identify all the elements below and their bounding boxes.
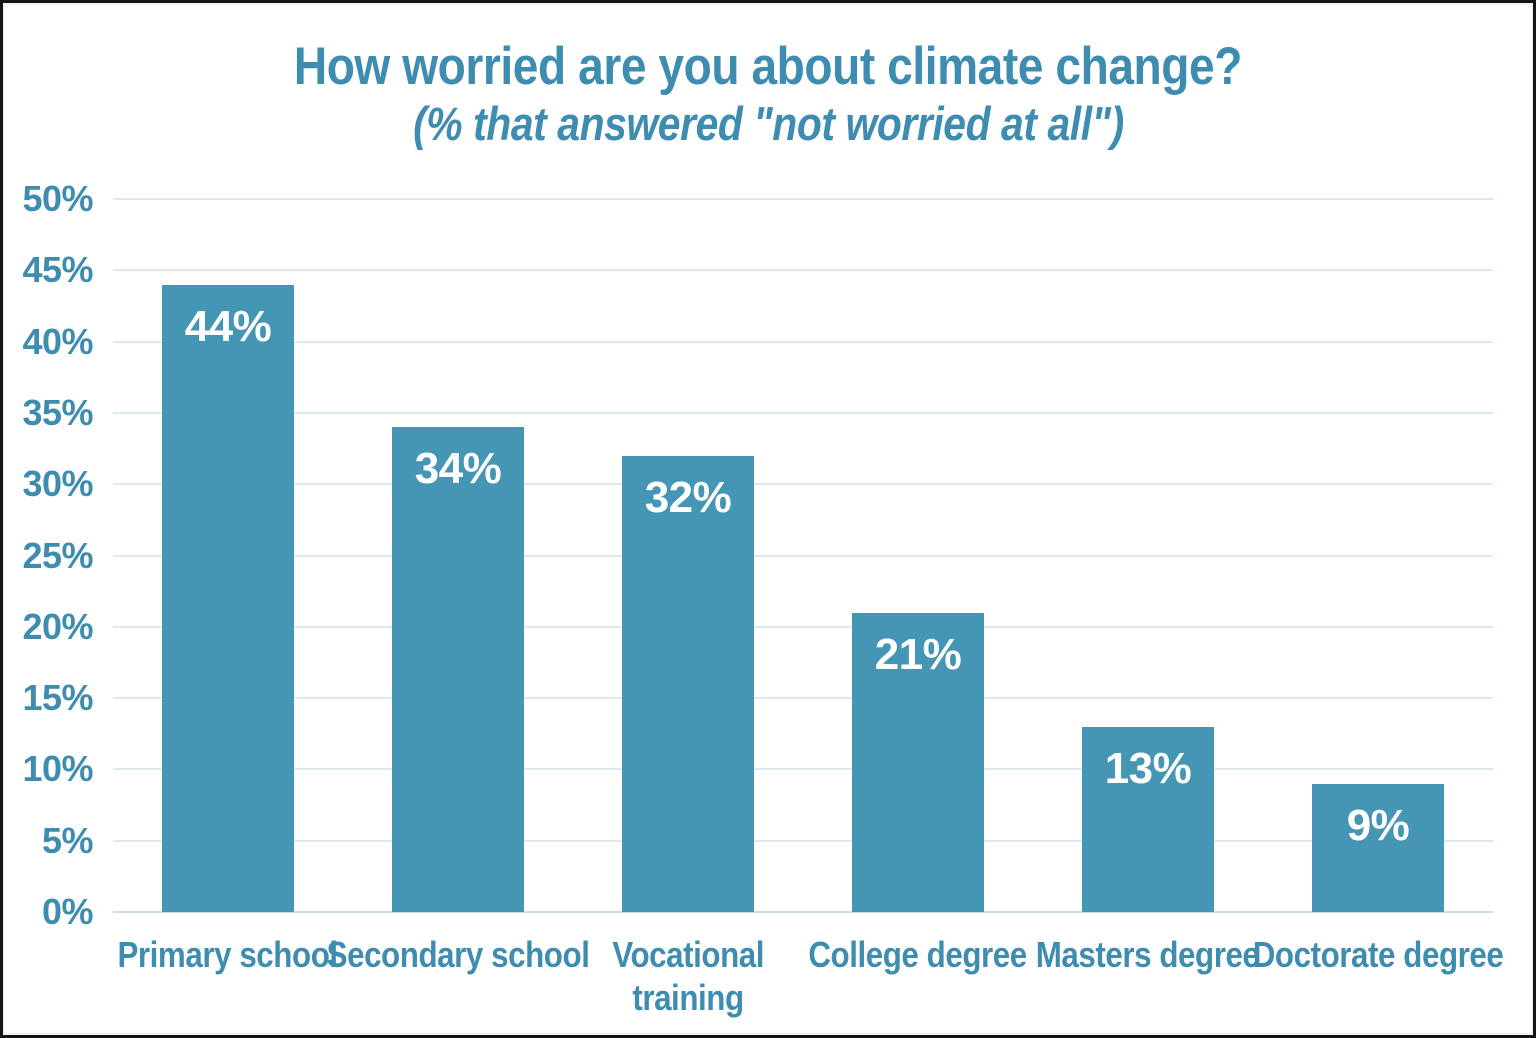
bar-secondary-school: 34% (392, 427, 524, 912)
y-gridline (113, 625, 1493, 628)
bar-value-label: 9% (1346, 800, 1410, 850)
y-axis-tick-label: 5% (41, 819, 94, 861)
x-axis-category-label-vocational-training: Vocational training (488, 933, 888, 1019)
x-axis-baseline (113, 911, 1493, 913)
y-gridline (113, 411, 1493, 414)
y-axis-tick-label: 15% (22, 677, 93, 719)
y-axis-tick-label: 0% (41, 891, 94, 932)
x-axis-category-label-masters-degree: Masters degree (948, 933, 1348, 976)
y-gridline (113, 269, 1493, 272)
y-axis-tick-label: 50% (22, 178, 93, 219)
y-gridline (113, 554, 1493, 557)
bar-doctorate-degree: 9% (1312, 783, 1444, 912)
y-axis-tick-label: 35% (22, 391, 93, 433)
bar-value-label: 44% (184, 301, 272, 351)
y-gridline (113, 839, 1493, 842)
x-axis-label-line: Masters degree (1036, 934, 1260, 975)
bar-masters-degree: 13% (1082, 726, 1214, 912)
y-axis-tick-label: 25% (22, 534, 93, 576)
x-axis-label-line: training (632, 977, 744, 1018)
x-axis-label-line: College degree (808, 934, 1028, 975)
x-axis-category-label-college-degree: College degree (718, 933, 1118, 976)
y-axis-tick-label: 20% (22, 605, 93, 647)
x-axis-label-line: Vocational (612, 934, 764, 975)
bar-value-label: 21% (874, 629, 962, 679)
x-axis-category-label-secondary-school: Secondary school (258, 933, 658, 976)
y-gridline (113, 483, 1493, 486)
chart-title-text: How worried are you about climate change… (293, 37, 1243, 96)
y-axis-tick-label: 40% (22, 320, 93, 362)
y-axis-tick-label: 45% (22, 249, 93, 291)
bar-vocational-training: 32% (622, 455, 754, 912)
y-gridline (113, 198, 1493, 200)
y-axis-tick-label: 10% (22, 748, 93, 790)
chart-subtitle-text: (% that answered "not worried at all") (412, 97, 1124, 150)
x-axis-category-label-doctorate-degree: Doctorate degree (1178, 933, 1533, 976)
y-gridline (113, 340, 1493, 343)
bar-value-label: 34% (414, 444, 502, 494)
chart-header: How worried are you about climate change… (3, 37, 1533, 151)
y-gridline (113, 697, 1493, 700)
y-axis-tick-label: 30% (22, 463, 93, 505)
x-axis-label-line: Doctorate degree (1252, 934, 1504, 975)
bar-value-label: 32% (644, 472, 732, 522)
chart-subtitle: (% that answered "not worried at all") (3, 97, 1533, 151)
x-axis-label-line: Primary school (117, 934, 339, 975)
x-axis-category-label-primary-school: Primary school (28, 933, 428, 976)
bar-college-degree: 21% (852, 612, 984, 912)
chart-title: How worried are you about climate change… (3, 37, 1533, 97)
bar-primary-school: 44% (162, 284, 294, 912)
bar-value-label: 13% (1104, 743, 1192, 793)
y-gridline (113, 768, 1493, 771)
x-axis-label-line: Secondary school (326, 934, 590, 975)
